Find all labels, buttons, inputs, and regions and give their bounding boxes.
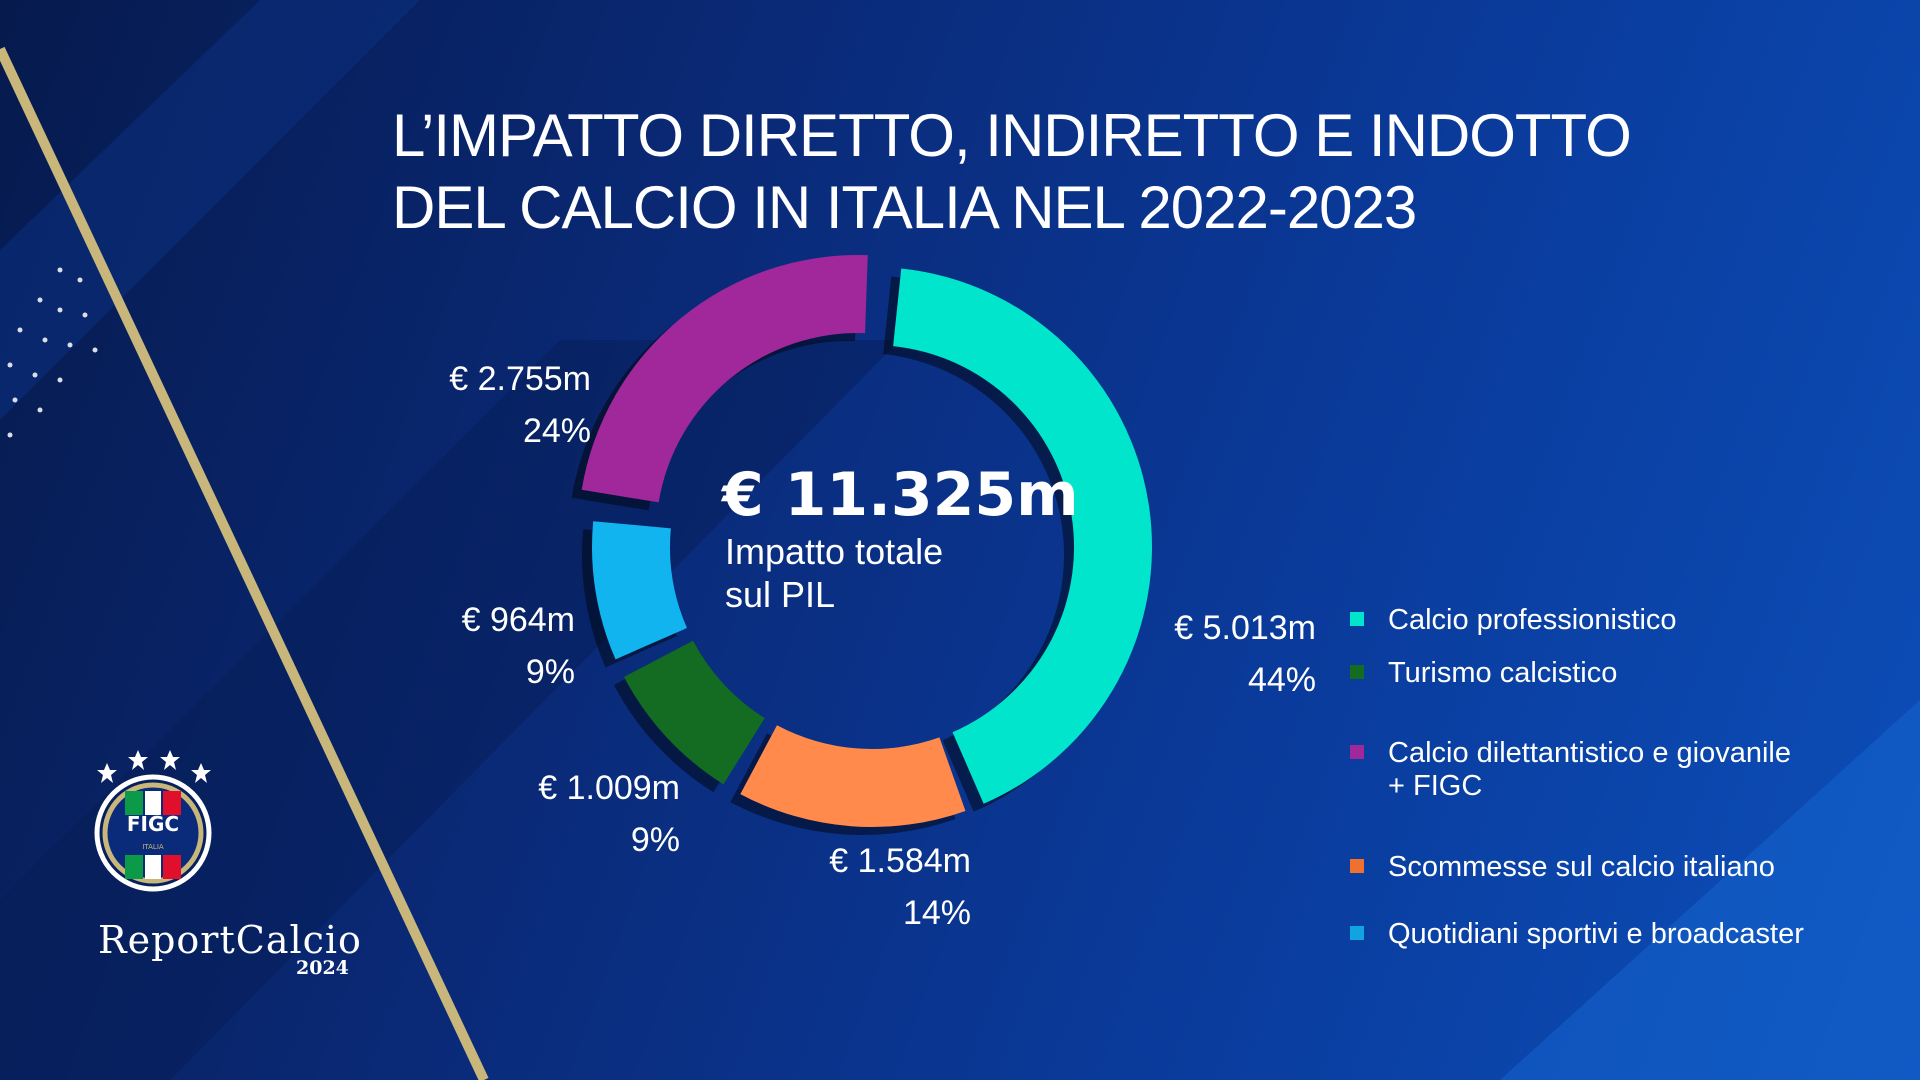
- legend-label: Calcio dilettantistico e giovanile + FIGC: [1388, 737, 1791, 803]
- figc-badge-subtext: ITALIA: [142, 843, 164, 851]
- legend-item: Quotidiani sportivi e broadcaster: [1350, 918, 1804, 951]
- legend-label: Calcio professionistico: [1388, 604, 1677, 636]
- value-label: € 1.584m: [829, 842, 971, 880]
- legend-item: Calcio professionistico: [1350, 604, 1677, 637]
- data-label-quotidiani: € 964m 9%: [462, 594, 575, 698]
- reportcalcio-year: 2024: [296, 957, 349, 979]
- total-caption-line-1: Impatto totale: [725, 531, 944, 572]
- legend-label: Quotidiani sportivi e broadcaster: [1388, 918, 1804, 950]
- percent-label: 24%: [522, 412, 591, 450]
- legend-swatch: [1350, 926, 1364, 940]
- figc-badge-text: FIGC: [126, 812, 180, 836]
- legend-label-line-2: + FIGC: [1388, 770, 1483, 802]
- figc-logo: [94, 750, 212, 892]
- total-caption-line-2: sul PIL: [725, 574, 836, 615]
- data-label-scommesse: € 1.584m 14%: [829, 835, 971, 939]
- dot-pattern: [7, 267, 98, 438]
- value-label: € 1.009m: [538, 769, 680, 807]
- legend-swatch: [1350, 612, 1364, 626]
- legend-item: Calcio dilettantistico e giovanile + FIGC: [1350, 737, 1791, 803]
- percent-label: 9%: [525, 653, 575, 691]
- percent-label: 9%: [630, 821, 680, 859]
- legend-label-line-1: Calcio dilettantistico e giovanile: [1388, 737, 1791, 769]
- total-value: € 11.325m: [722, 460, 1079, 530]
- value-label: € 5.013m: [1174, 609, 1316, 647]
- title-line-2: DEL CALCIO IN ITALIA NEL 2022-2023: [392, 174, 1417, 241]
- data-label-professionistico: € 5.013m 44%: [1174, 602, 1316, 706]
- gold-diagonal-stripe: [0, 46, 489, 1080]
- value-label: € 2.755m: [449, 360, 591, 398]
- percent-label: 44%: [1247, 661, 1316, 699]
- donut-slice-professionistico: [893, 268, 1153, 804]
- donut-slice-quotidiani: [591, 521, 687, 660]
- data-label-dilettantistico: € 2.755m 24%: [449, 353, 591, 457]
- reportcalcio-logo: ReportCalcio: [98, 918, 362, 962]
- legend-swatch: [1350, 665, 1364, 679]
- data-label-turismo: € 1.009m 9%: [538, 762, 680, 866]
- title-line-1: L’IMPATTO DIRETTO, INDIRETTO E INDOTTO: [392, 102, 1632, 169]
- total-caption: Impatto totale sul PIL: [725, 530, 943, 616]
- legend-item: Scommesse sul calcio italiano: [1350, 851, 1775, 884]
- donut-slice-dilettantistico: [581, 254, 868, 503]
- percent-label: 14%: [902, 894, 971, 932]
- page-title: L’IMPATTO DIRETTO, INDIRETTO E INDOTTO D…: [392, 100, 1632, 244]
- donut-slice-scommesse: [740, 725, 966, 827]
- legend-swatch: [1350, 859, 1364, 873]
- donut-slice-turismo: [623, 640, 765, 785]
- legend-item: Turismo calcistico: [1350, 657, 1617, 690]
- legend-label: Scommesse sul calcio italiano: [1388, 851, 1775, 883]
- legend-swatch: [1350, 745, 1364, 759]
- legend-label: Turismo calcistico: [1388, 657, 1618, 689]
- value-label: € 964m: [461, 601, 575, 639]
